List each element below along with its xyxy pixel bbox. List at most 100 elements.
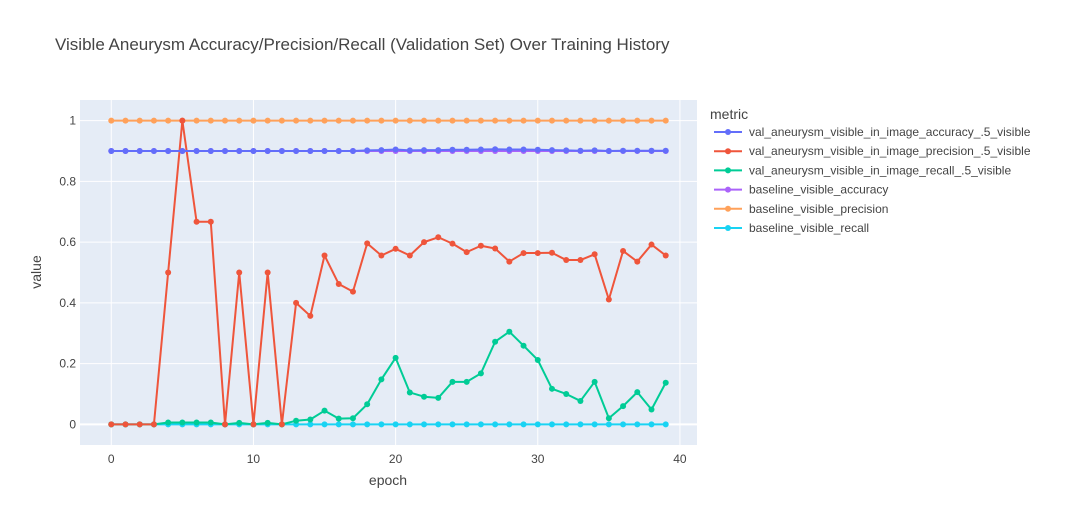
data-point[interactable] [321, 117, 328, 124]
data-point[interactable] [236, 117, 243, 124]
data-point[interactable] [492, 245, 499, 252]
data-point[interactable] [548, 117, 555, 124]
data-point[interactable] [264, 419, 271, 426]
series-line[interactable] [111, 330, 667, 426]
data-point[interactable] [463, 146, 470, 153]
data-point[interactable] [236, 269, 243, 276]
data-point[interactable] [648, 147, 655, 154]
data-point[interactable] [435, 234, 442, 241]
data-point[interactable] [634, 147, 641, 154]
data-point[interactable] [662, 379, 669, 386]
data-point[interactable] [122, 148, 129, 155]
data-point[interactable] [378, 252, 385, 259]
legend[interactable]: metric val_aneurysm_visible_in_image_acc… [710, 106, 1031, 235]
data-point[interactable] [634, 117, 641, 124]
data-point[interactable] [520, 421, 527, 428]
data-point[interactable] [108, 421, 115, 428]
data-point[interactable] [264, 117, 271, 124]
data-point[interactable] [506, 258, 513, 265]
legend-item[interactable]: baseline_visible_recall [714, 221, 869, 235]
data-point[interactable] [349, 148, 356, 155]
data-point[interactable] [136, 421, 143, 428]
data-point[interactable] [634, 389, 641, 396]
data-point[interactable] [278, 421, 285, 428]
data-point[interactable] [563, 421, 570, 428]
data-point[interactable] [421, 147, 428, 154]
legend-item[interactable]: val_aneurysm_visible_in_image_precision_… [714, 144, 1031, 158]
data-point[interactable] [392, 117, 399, 124]
data-point[interactable] [577, 421, 584, 428]
data-point[interactable] [577, 257, 584, 264]
data-point[interactable] [406, 147, 413, 154]
data-point[interactable] [563, 257, 570, 264]
data-point[interactable] [591, 378, 598, 385]
data-point[interactable] [321, 148, 328, 155]
data-point[interactable] [349, 415, 356, 422]
data-point[interactable] [335, 148, 342, 155]
data-point[interactable] [193, 117, 200, 124]
legend-item[interactable]: val_aneurysm_visible_in_image_accuracy_.… [714, 125, 1031, 139]
data-point[interactable] [278, 117, 285, 124]
data-point[interactable] [591, 147, 598, 154]
data-point[interactable] [364, 401, 371, 408]
data-point[interactable] [421, 421, 428, 428]
data-point[interactable] [307, 117, 314, 124]
data-point[interactable] [605, 421, 612, 428]
legend-item[interactable]: baseline_visible_accuracy [714, 183, 888, 197]
data-point[interactable] [179, 117, 186, 124]
data-point[interactable] [293, 117, 300, 124]
series-line[interactable] [111, 148, 666, 153]
data-point[interactable] [250, 421, 257, 428]
data-point[interactable] [548, 421, 555, 428]
data-point[interactable] [165, 148, 172, 155]
data-point[interactable] [520, 146, 527, 153]
data-point[interactable] [605, 415, 612, 422]
data-point[interactable] [534, 250, 541, 257]
data-point[interactable] [406, 421, 413, 428]
data-point[interactable] [577, 117, 584, 124]
data-point[interactable] [548, 249, 555, 256]
data-point[interactable] [662, 117, 669, 124]
data-point[interactable] [463, 378, 470, 385]
data-point[interactable] [321, 252, 328, 259]
data-point[interactable] [492, 146, 499, 153]
data-point[interactable] [364, 240, 371, 247]
data-point[interactable] [222, 421, 229, 428]
data-point[interactable] [108, 148, 115, 155]
data-point[interactable] [108, 117, 115, 124]
data-point[interactable] [335, 281, 342, 288]
data-point[interactable] [364, 421, 371, 428]
data-point[interactable] [165, 269, 172, 276]
data-point[interactable] [378, 147, 385, 154]
data-point[interactable] [406, 117, 413, 124]
data-point[interactable] [548, 385, 555, 392]
data-point[interactable] [207, 117, 214, 124]
data-point[interactable] [264, 148, 271, 155]
data-point[interactable] [364, 147, 371, 154]
data-point[interactable] [506, 328, 513, 335]
data-point[interactable] [307, 148, 314, 155]
data-point[interactable] [477, 421, 484, 428]
data-point[interactable] [435, 421, 442, 428]
data-point[interactable] [506, 421, 513, 428]
data-point[interactable] [492, 117, 499, 124]
data-point[interactable] [591, 251, 598, 258]
data-point[interactable] [150, 421, 157, 428]
data-point[interactable] [193, 419, 200, 426]
data-point[interactable] [648, 406, 655, 413]
data-point[interactable] [150, 117, 157, 124]
data-point[interactable] [577, 147, 584, 154]
data-point[interactable] [534, 421, 541, 428]
data-point[interactable] [136, 117, 143, 124]
data-point[interactable] [421, 239, 428, 246]
data-point[interactable] [122, 117, 129, 124]
data-point[interactable] [293, 299, 300, 306]
data-point[interactable] [378, 376, 385, 383]
data-point[interactable] [477, 146, 484, 153]
data-point[interactable] [349, 117, 356, 124]
data-point[interactable] [548, 147, 555, 154]
data-point[interactable] [207, 218, 214, 225]
data-point[interactable] [165, 419, 172, 426]
data-point[interactable] [520, 250, 527, 257]
data-point[interactable] [264, 269, 271, 276]
